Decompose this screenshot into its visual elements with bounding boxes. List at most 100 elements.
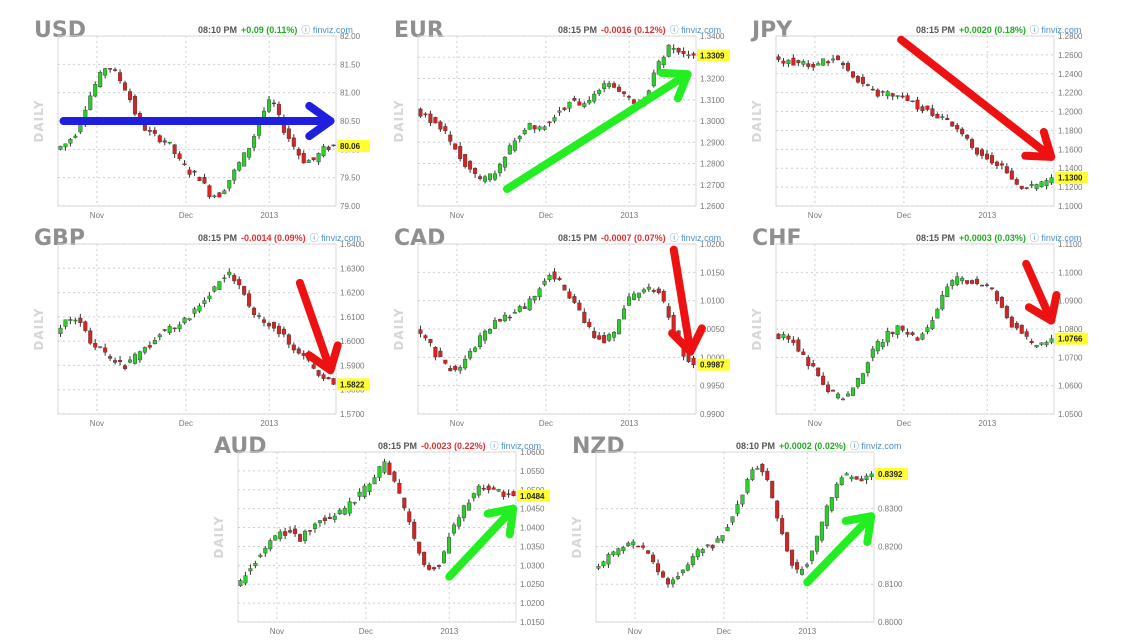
brand-label: finviz.com [861,441,902,451]
candle-body [890,93,895,97]
candle-body [970,280,975,284]
chart-header: 08:15 PM -0.0016 (0.12%) ⓘ finviz.com [558,23,721,36]
candle-body [955,276,960,285]
candle-body [202,177,207,184]
finviz-link[interactable]: ⓘ finviz.com [669,25,722,35]
y-tick-label: 1.3100 [700,96,725,105]
candle-body [715,538,720,543]
candle-body [517,136,522,140]
candle-body [845,62,850,71]
y-tick-label: 1.0300 [520,561,545,570]
candle-body [945,118,950,120]
candle-body [532,295,537,301]
candle-body [720,535,725,542]
y-tick-label: 1.1600 [1058,145,1083,154]
candles [776,272,1054,401]
candle-body [567,291,572,299]
candle-body [438,121,443,130]
candle-body [567,101,572,109]
candle-body [895,95,900,97]
candle-body [1034,345,1039,348]
candle-body [478,176,483,179]
candle-body [276,325,281,335]
candle-body [98,346,103,348]
candle-body [387,462,392,475]
candle-body [83,321,88,331]
finviz-link[interactable]: ⓘ finviz.com [1029,25,1082,35]
candle-body [123,365,128,369]
candle-body [212,195,217,197]
candle-body [900,325,905,331]
quote-time: 08:15 PM [916,25,956,35]
candle-body [466,502,471,511]
candle-body [266,99,271,112]
x-tick-label: Dec [717,627,731,636]
finviz-link[interactable]: ⓘ finviz.com [301,25,353,35]
candle-body [317,520,322,523]
candle-body [592,330,597,338]
candle-body [253,563,258,566]
candle-body [631,293,636,300]
candle-body [202,300,207,304]
candle-body [791,339,796,343]
finviz-link[interactable]: ⓘ finviz.com [849,441,902,451]
last-price-label: 1.0484 [520,492,545,501]
candle-body [850,387,855,396]
last-price-badge [697,49,730,62]
candle-body [227,271,232,276]
quote-change: -0.0014 (0.09%) [241,233,306,243]
candle-body [965,134,970,139]
chart-header: 08:15 PM +0.0003 (0.03%) ⓘ finviz.com [916,231,1081,244]
candle-body [626,296,631,306]
arrow-shaft [669,245,695,356]
candle-body [980,149,985,156]
candle-body [910,332,915,335]
chart-header: 08:15 PM -0.0014 (0.09%) ⓘ finviz.com [198,231,361,244]
arrow-head [657,68,692,103]
last-price-label: 80.06 [340,142,361,151]
daily-axis-label: DAILY [32,307,46,350]
candle-body [865,362,870,373]
x-tick-label: Nov [808,211,822,220]
finviz-link[interactable]: ⓘ finviz.com [309,233,362,243]
candle-body [63,319,68,327]
candle-body [955,125,960,130]
candle-body [298,534,303,542]
y-tick-label: 1.0150 [520,618,545,627]
last-price-label: 1.5822 [340,380,365,389]
candle-body [321,146,326,156]
candle-body [197,176,202,181]
candle-body [162,329,167,331]
candle-body [895,325,900,335]
candle-body [801,61,806,65]
candle-body [864,475,869,480]
candle-body [811,64,816,68]
candle-body [463,359,468,369]
candle-body [631,99,636,104]
candle-body [656,563,661,573]
candle-body [372,477,377,485]
candlestick-chart: 1.0200 1.0150 1.0100 1.0050 1.0000 0.9950 0.99… [392,240,730,428]
trend-arrow [1022,259,1061,325]
finviz-link[interactable]: ⓘ finviz.com [669,233,722,243]
chart-panel-aud: AUD 08:15 PM -0.0023 (0.22%) ⓘ finviz.com … [208,434,568,639]
x-tick-label: Dec [179,211,193,220]
candle-body [824,505,829,527]
candle-body [301,153,306,164]
finviz-link[interactable]: ⓘ finviz.com [1029,233,1082,243]
candle-body [247,293,252,307]
candle-body [1039,342,1044,345]
y-tick-label: 1.0450 [520,505,545,514]
y-tick-label: 79.50 [340,174,361,183]
x-tick-label: Dec [897,211,911,220]
candle-body [352,502,357,504]
candle-body [796,60,801,64]
candle-body [502,156,507,168]
candle-body [537,126,542,130]
y-tick-label: 1.2800 [700,160,725,169]
finviz-link[interactable]: ⓘ finviz.com [489,441,542,451]
candle-body [607,334,612,341]
candle-body [745,479,750,493]
x-tick-label: Dec [539,211,553,220]
candle-body [326,377,331,380]
